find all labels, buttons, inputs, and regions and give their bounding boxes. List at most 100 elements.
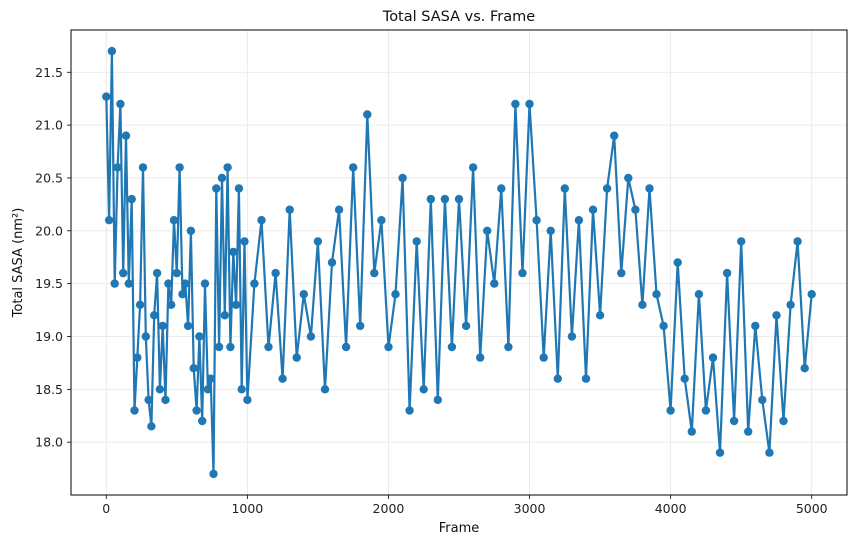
data-point <box>250 279 259 288</box>
data-point <box>144 395 153 405</box>
data-point <box>234 184 244 193</box>
data-point <box>186 226 196 235</box>
data-point <box>638 300 647 309</box>
y-tick-label: 21.5 <box>35 65 63 80</box>
data-point <box>412 237 421 246</box>
data-point <box>306 332 316 341</box>
x-tick-label: 3000 <box>514 501 546 516</box>
data-point <box>257 216 266 225</box>
data-point <box>588 205 598 214</box>
data-point <box>264 342 273 352</box>
data-point <box>722 268 732 278</box>
data-point <box>229 247 238 257</box>
data-point <box>447 342 457 352</box>
data-point <box>161 395 170 405</box>
grid-lines <box>71 30 847 495</box>
data-point <box>155 385 165 394</box>
data-point <box>209 469 218 479</box>
data-point <box>461 321 471 331</box>
data-point <box>203 385 213 394</box>
data-point <box>673 258 682 267</box>
data-point <box>624 173 633 183</box>
data-point <box>183 321 193 331</box>
data-point <box>189 364 198 373</box>
data-point <box>206 374 215 383</box>
data-point <box>490 279 499 288</box>
data-point <box>237 385 246 394</box>
y-tick-label: 20.0 <box>35 223 63 238</box>
data-point <box>220 311 229 320</box>
data-point <box>532 216 541 225</box>
data-point <box>426 194 435 204</box>
data-point <box>172 268 181 278</box>
data-point <box>729 416 739 426</box>
data-point <box>659 321 668 331</box>
x-tick-label: 4000 <box>655 501 687 516</box>
y-tick-label: 19.5 <box>35 276 63 291</box>
data-point <box>212 184 221 193</box>
data-point <box>779 416 788 426</box>
data-point <box>765 448 774 457</box>
data-point <box>278 374 287 383</box>
data-point <box>164 279 173 288</box>
data-point <box>135 300 145 309</box>
y-tick-label: 20.5 <box>35 170 63 185</box>
data-point <box>127 194 136 204</box>
data-point <box>271 268 280 278</box>
data-point <box>377 216 386 225</box>
data-point <box>223 163 232 172</box>
data-point <box>631 205 640 214</box>
data-point <box>124 279 133 288</box>
data-point <box>178 290 187 299</box>
data-point <box>107 46 117 56</box>
data-point <box>617 268 626 278</box>
data-point <box>198 416 207 426</box>
data-point <box>121 131 131 140</box>
data-point <box>602 184 612 193</box>
data-point <box>116 99 125 109</box>
data-point <box>511 99 520 109</box>
data-point <box>356 321 365 331</box>
data-point <box>398 173 407 183</box>
data-point <box>192 406 201 415</box>
data-point <box>574 216 584 225</box>
data-point <box>454 194 464 204</box>
y-axis-label: Total SASA (nm²) <box>11 208 26 319</box>
y-tick-label: 19.0 <box>35 329 63 344</box>
data-point <box>119 268 128 278</box>
data-point <box>181 279 190 288</box>
data-point <box>195 332 204 341</box>
data-point <box>158 321 167 331</box>
data-point <box>419 385 428 394</box>
data-point <box>518 268 527 278</box>
x-axis: 0 1000 2000 3000 4000 5000 <box>102 495 828 516</box>
data-point <box>130 406 139 415</box>
data-point <box>483 226 492 235</box>
data-point <box>687 427 696 436</box>
data-point <box>391 290 400 299</box>
data-point <box>102 92 111 101</box>
data-point <box>504 342 513 352</box>
data-series <box>102 46 816 479</box>
data-point <box>334 205 344 214</box>
data-point <box>567 332 577 341</box>
data-point <box>807 290 816 299</box>
data-point <box>468 163 478 172</box>
data-point <box>715 448 725 457</box>
data-point <box>708 353 718 362</box>
x-tick-label: 1000 <box>231 501 263 516</box>
data-point <box>786 300 795 309</box>
data-point <box>701 406 711 415</box>
data-point <box>497 184 506 193</box>
data-point <box>226 342 235 352</box>
y-tick-label: 18.0 <box>35 435 63 450</box>
x-axis-label: Frame <box>439 521 480 536</box>
data-point <box>440 194 450 204</box>
y-tick-label: 18.5 <box>35 382 63 397</box>
data-point <box>150 311 159 320</box>
x-tick-label: 5000 <box>796 501 828 516</box>
data-point <box>320 385 330 394</box>
y-tick-label: 21.0 <box>35 118 63 133</box>
data-point <box>299 290 308 299</box>
